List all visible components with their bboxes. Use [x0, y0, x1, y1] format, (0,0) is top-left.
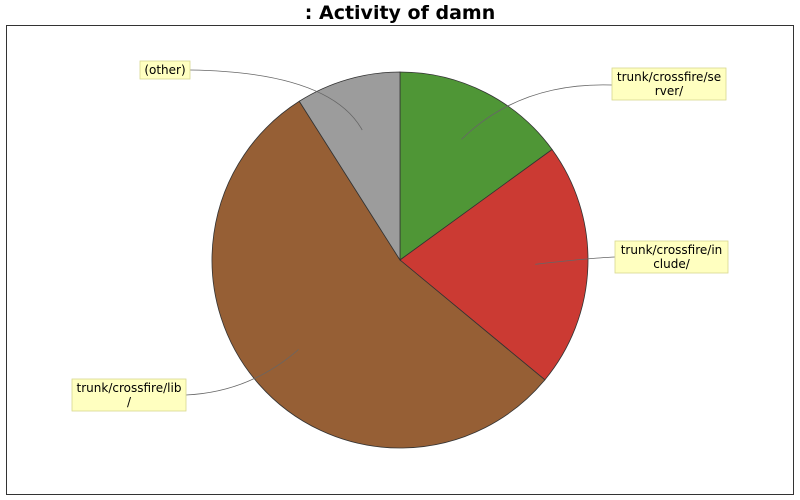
pie-slice-0	[399, 71, 553, 261]
slice-label-box-1	[614, 240, 729, 274]
slice-label-box-2	[71, 378, 187, 412]
chart-title: : Activity of damn	[304, 2, 496, 24]
pie-slice-2	[211, 100, 546, 449]
leader-line-0	[461, 84, 613, 140]
slice-label-3: (other)	[144, 63, 185, 77]
pie-labels: trunk/crossfire/se rver/trunk/crossfire/i…	[71, 60, 729, 412]
pie-slice-3	[298, 71, 401, 262]
slice-label-box-0	[611, 67, 727, 101]
leader-line-2	[185, 349, 299, 396]
slice-label-2: trunk/crossfire/lib /	[77, 381, 182, 409]
slice-label-1: trunk/crossfire/in clude/	[621, 243, 723, 271]
leader-line-3	[189, 69, 363, 131]
pie-slices	[211, 71, 589, 449]
slice-label-box-3	[139, 60, 191, 80]
leader-line-1	[535, 256, 616, 265]
pie-slice-1	[399, 148, 589, 381]
slice-label-0: trunk/crossfire/se rver/	[617, 70, 721, 98]
